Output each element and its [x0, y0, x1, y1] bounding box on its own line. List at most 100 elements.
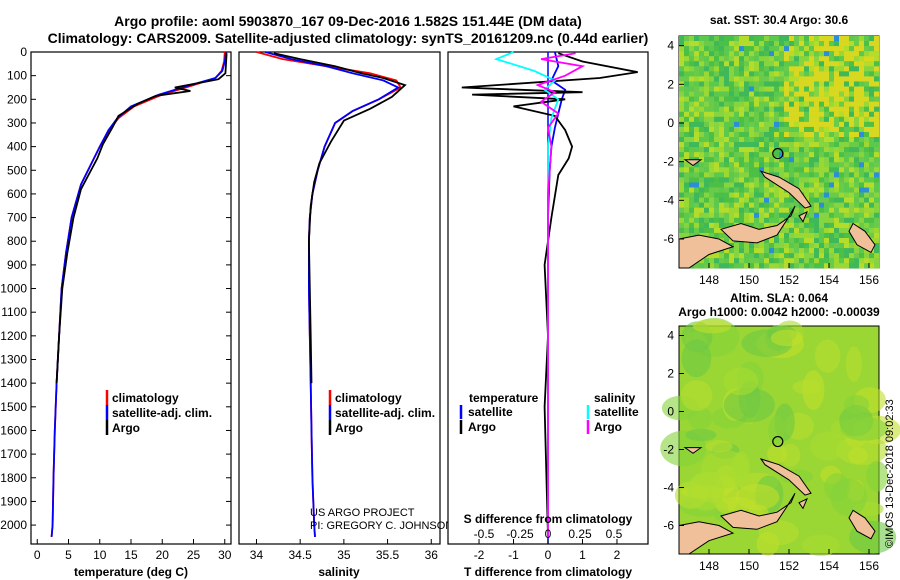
sst-pixel — [764, 111, 770, 117]
legend-sal-argo-label: Argo — [594, 420, 622, 434]
sst-pixel — [844, 147, 850, 153]
sst-pixel — [679, 51, 685, 57]
sst-pixel — [864, 86, 870, 92]
sst-pixel — [719, 131, 725, 138]
sst-pixel — [769, 106, 775, 112]
sst-pixel — [789, 71, 795, 77]
sst-pixel — [769, 217, 775, 223]
sst-pixel — [754, 131, 760, 138]
sst-pixel — [769, 253, 775, 259]
sst-pixel — [704, 111, 710, 117]
sst-pixel — [804, 147, 810, 153]
sst-pixel — [729, 101, 735, 107]
sst-pixel — [724, 41, 730, 47]
sst-pixel — [874, 222, 880, 229]
sst-pixel — [729, 147, 735, 153]
sst-pixel — [839, 116, 845, 122]
sst-pixel — [779, 96, 785, 102]
sst-pixel — [819, 137, 825, 143]
sst-pixel — [834, 76, 840, 82]
sst-pixel — [829, 36, 835, 42]
sst-pixel — [874, 192, 880, 198]
sst-pixel — [839, 222, 845, 229]
sst-pixel — [764, 96, 770, 102]
sst-pixel — [814, 243, 820, 249]
sst-pixel — [679, 86, 685, 92]
sst-pixel — [839, 66, 845, 72]
sst-pixel — [844, 41, 850, 47]
sst-pixel — [719, 202, 725, 208]
x-tick-label: 0 — [34, 548, 41, 562]
sla-cell — [792, 380, 822, 395]
sst-pixel — [804, 207, 810, 213]
sst-pixel — [709, 36, 715, 42]
sst-pixel — [689, 41, 695, 47]
sst-pixel — [864, 71, 870, 77]
x-tick-label: 20 — [156, 548, 170, 562]
sst-pixel — [834, 162, 840, 168]
sst-pixel — [829, 61, 835, 67]
sst-pixel — [734, 197, 740, 203]
sst-pixel — [699, 106, 705, 112]
sst-pixel — [844, 101, 850, 107]
sst-pixel — [729, 192, 735, 198]
sst-pixel — [744, 147, 750, 153]
sst-pixel — [839, 152, 845, 158]
sst-pixel — [709, 131, 715, 138]
sst-pixel — [779, 56, 785, 62]
sst-pixel — [719, 177, 725, 183]
sst-pixel — [869, 232, 875, 239]
sst-pixel — [834, 222, 840, 229]
sst-pixel — [704, 157, 710, 163]
sst-pixel — [714, 81, 720, 87]
sst-pixel — [799, 51, 805, 57]
sst-pixel — [794, 81, 800, 87]
sst-pixel — [754, 152, 760, 158]
sst-pixel — [829, 202, 835, 208]
sst-pixel — [704, 227, 710, 234]
sst-pixel — [769, 162, 775, 168]
sst-pixel — [849, 106, 855, 112]
sst-pixel — [839, 131, 845, 138]
sst-pixel — [854, 152, 860, 158]
sst-pixel — [774, 167, 780, 173]
sst-pixel — [859, 157, 865, 163]
sst-pixel — [819, 116, 825, 122]
sst-pixel — [829, 253, 835, 259]
sst-pixel — [714, 227, 720, 234]
sst-pixel — [744, 142, 750, 148]
sst-pixel — [764, 207, 770, 213]
sst-pixel — [704, 41, 710, 47]
sst-pixel — [739, 187, 745, 193]
sst-pixel — [809, 197, 815, 203]
sst-pixel — [869, 192, 875, 198]
sst-pixel — [804, 131, 810, 138]
sst-pixel — [859, 81, 865, 87]
sst-pixel — [764, 147, 770, 153]
sst-pixel — [744, 126, 750, 133]
sst-pixel — [834, 232, 840, 239]
sst-pixel — [769, 182, 775, 188]
sst-pixel — [749, 96, 755, 102]
sla-cell — [687, 406, 712, 430]
sst-pixel — [754, 243, 760, 249]
map-lon-label: 150 — [739, 273, 759, 287]
sst-pixel — [709, 147, 715, 153]
sst-pixel — [749, 258, 755, 264]
sst-pixel — [859, 116, 865, 122]
sal-legend-climatology-label: climatology — [335, 391, 402, 405]
secondary-tick-label: -0.5 — [474, 527, 495, 541]
map-lat-label: -4 — [663, 481, 674, 495]
sst-pixel — [769, 137, 775, 143]
sst-pixel — [769, 76, 775, 82]
sst-pixel — [724, 238, 730, 244]
sst-pixel — [829, 91, 835, 97]
sst-pixel — [849, 96, 855, 102]
sst-pixel — [869, 167, 875, 173]
sst-pixel — [794, 86, 800, 92]
sst-pixel — [719, 217, 725, 223]
sst-pixel — [724, 187, 730, 193]
sst-pixel — [824, 56, 830, 62]
sst-pixel — [704, 131, 710, 138]
sst-pixel — [819, 147, 825, 153]
